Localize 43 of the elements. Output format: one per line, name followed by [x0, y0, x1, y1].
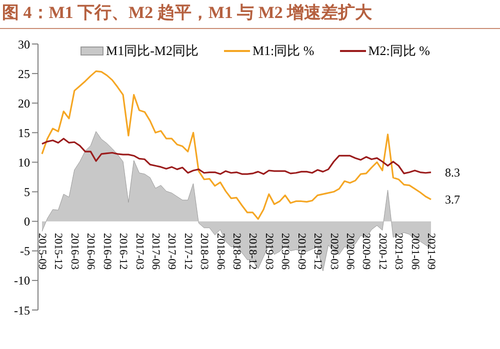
x-tick-label: 2017-06: [149, 233, 162, 270]
x-tick-label: 2020-09: [360, 233, 372, 270]
x-tick-label: 2019-09: [295, 233, 308, 270]
y-tick-label: -5: [20, 244, 30, 258]
x-tick-label: 2015-12: [52, 233, 64, 270]
y-tick-label: 20: [18, 96, 30, 110]
x-tick-label: 2016-09: [100, 233, 113, 270]
x-tick-label: 2021-09: [425, 233, 437, 270]
x-tick-label: 2018-06: [214, 233, 226, 270]
x-tick-label: 2019-06: [279, 233, 292, 270]
x-tick-label: 2019-12: [312, 233, 324, 270]
y-tick-label: 30: [18, 37, 30, 52]
legend-label: M1:同比 %: [252, 42, 314, 60]
legend-label: M2:同比 %: [368, 42, 430, 60]
data-label: 8.3: [445, 165, 460, 180]
legend-label: M1同比-M2同比: [106, 42, 198, 60]
x-tick-label: 2017-12: [182, 233, 194, 270]
x-tick-label: 2019-03: [262, 233, 275, 270]
y-tick-label: -15: [14, 303, 30, 318]
y-tick-label: -10: [14, 274, 30, 288]
data-label: 3.7: [445, 192, 460, 206]
x-tick-label: 2018-09: [230, 233, 242, 270]
y-tick-label: 0: [24, 214, 30, 229]
x-tick-label: 2015-09: [36, 233, 48, 270]
y-tick-label: 5: [24, 185, 30, 200]
x-tick-label: 2020-03: [328, 233, 340, 270]
y-tick-label: 15: [18, 126, 30, 140]
x-tick-label: 2020-06: [344, 233, 356, 270]
chart-title: 图 4：M1 下行、M2 趋平，M1 与 M2 增速差扩大: [0, 0, 500, 29]
line-series: [41, 138, 432, 175]
x-tick-label: 2016-12: [117, 233, 130, 270]
y-tick-label: 10: [18, 155, 30, 170]
x-tick-label: 2021-06: [408, 233, 421, 270]
x-tick-label: 2018-03: [198, 233, 210, 270]
x-tick-label: 2021-03: [392, 233, 405, 270]
x-tick-label: 2020-12: [376, 233, 388, 270]
y-tick-label: 25: [18, 66, 30, 81]
x-tick-label: 2017-03: [133, 233, 146, 270]
x-tick-label: 2016-06: [84, 233, 97, 270]
x-tick-label: 2018-12: [246, 233, 259, 270]
x-tick-label: 2016-03: [68, 233, 80, 270]
line-series: [41, 70, 432, 220]
x-tick-label: 2017-09: [166, 233, 178, 270]
